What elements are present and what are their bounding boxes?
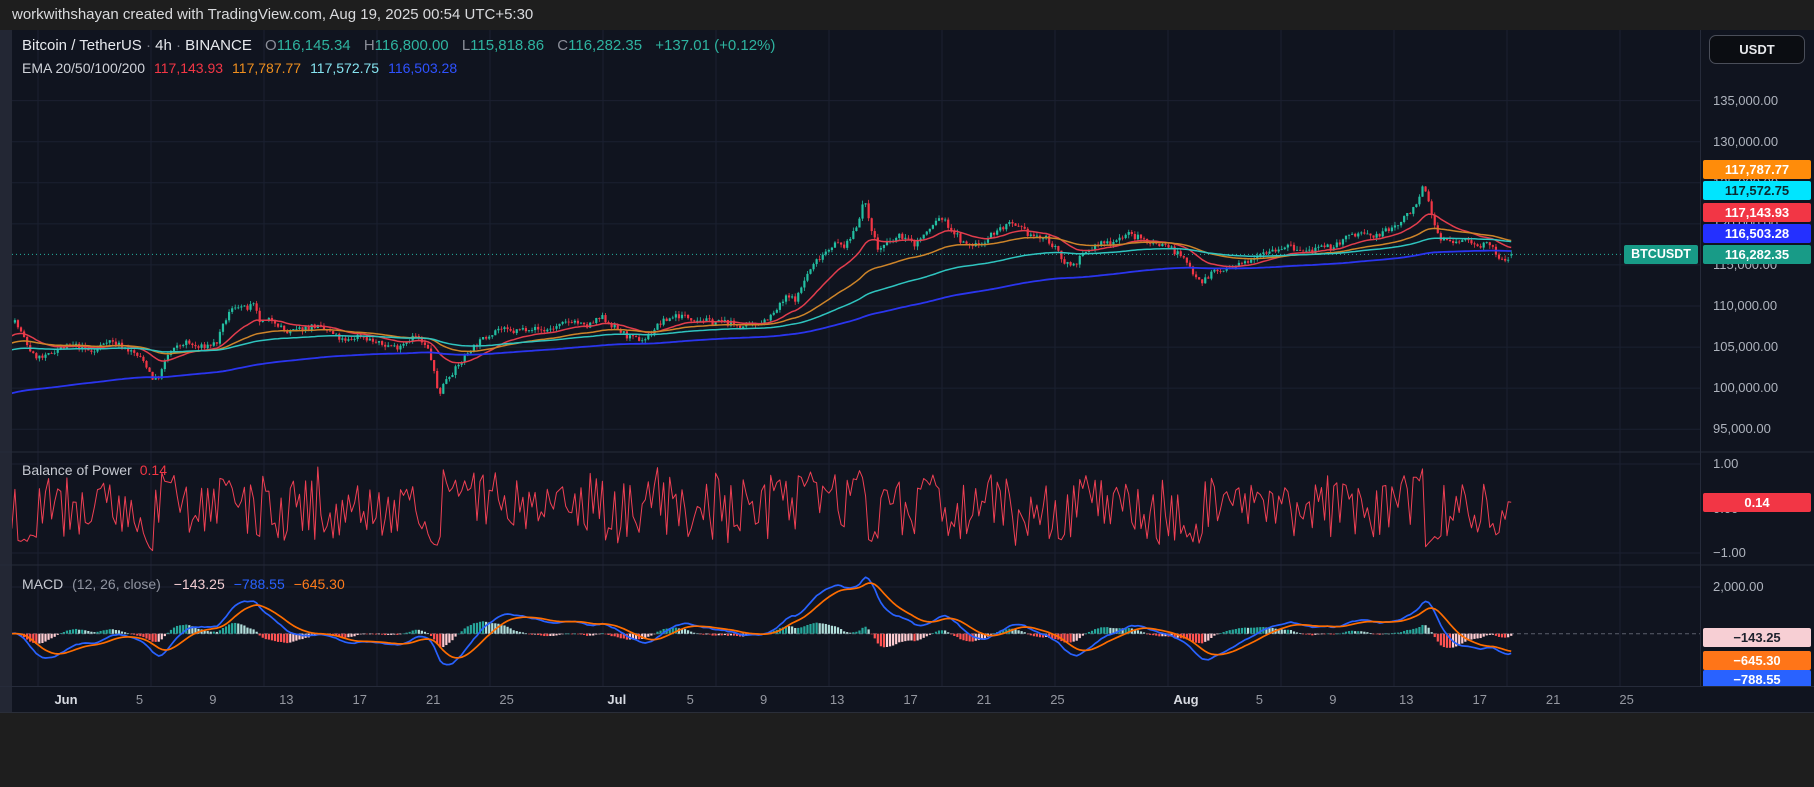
ema50-line bbox=[12, 227, 1512, 355]
time-tick[interactable]: 25 bbox=[1619, 692, 1634, 707]
macd-values: −143.25 −788.55 −645.30 bbox=[165, 576, 345, 592]
ema-status-value: 117,572.75 bbox=[310, 60, 380, 76]
ema200-line bbox=[12, 249, 1512, 395]
macd-value-badge: −645.30 bbox=[1703, 650, 1811, 670]
ema-price-badge: 117,143.93 bbox=[1703, 202, 1811, 222]
time-tick-month[interactable]: Jun bbox=[54, 692, 78, 707]
time-tick[interactable]: 17 bbox=[1472, 692, 1487, 707]
ema-status-value: 117,143.93 bbox=[154, 60, 224, 76]
time-tick[interactable]: 21 bbox=[425, 692, 441, 707]
time-tick[interactable]: 13 bbox=[279, 692, 294, 707]
interval-label[interactable]: 4h bbox=[155, 37, 172, 54]
time-tick[interactable]: 17 bbox=[903, 692, 918, 707]
time-tick[interactable]: 5 bbox=[1255, 692, 1264, 707]
macd-signal-line bbox=[12, 582, 1512, 659]
bop-line bbox=[12, 466, 1512, 552]
macd-value-badge: −143.25 bbox=[1703, 627, 1811, 647]
time-tick[interactable]: 13 bbox=[1399, 692, 1414, 707]
ema-indicator-label[interactable]: EMA 20/50/100/200 bbox=[22, 60, 145, 76]
macd-params: (12, 26, close) bbox=[72, 576, 161, 592]
bop-axis-label: −1.00 bbox=[1713, 545, 1746, 560]
time-tick[interactable]: 21 bbox=[1545, 692, 1561, 707]
ema100-line bbox=[12, 237, 1512, 353]
change-value: +137.01 (+0.12%) bbox=[655, 37, 776, 54]
time-tick[interactable]: 13 bbox=[829, 692, 845, 707]
ema-price-badge: 117,572.75 bbox=[1703, 181, 1811, 200]
macd-axis-label: 2,000.00 bbox=[1713, 579, 1764, 595]
ema-price-badge: 116,503.28 bbox=[1703, 223, 1811, 243]
ema20-line bbox=[12, 213, 1512, 364]
logo-bar: TradingView bbox=[0, 712, 1814, 787]
left-toolbar-strip bbox=[0, 30, 12, 712]
low-label: L bbox=[461, 37, 471, 54]
high-value: 116,800.00 bbox=[374, 37, 449, 54]
macd-panel bbox=[12, 576, 1700, 666]
time-axis[interactable]: Jun 5 9 13 17 21 25 Jul 5 9 13 17 21 25 Aug 5 9 13 17 21 25 bbox=[0, 686, 1814, 713]
bop-indicator-label[interactable]: Balance of Power bbox=[22, 462, 132, 478]
ema-status-line: EMA 20/50/100/200 117,143.93 117,787.77 117… bbox=[22, 60, 475, 76]
bop-status-line: Balance of Power 0.14 bbox=[22, 462, 167, 478]
macd-indicator-label[interactable]: MACD bbox=[22, 576, 64, 592]
time-tick[interactable]: 5 bbox=[135, 692, 144, 707]
ema-status-value: 116,503.28 bbox=[388, 60, 458, 76]
currency-toggle-button[interactable]: USDT bbox=[1709, 35, 1805, 64]
time-tick-month[interactable]: Aug bbox=[1173, 692, 1199, 707]
macd-status-line: MACD (12, 26, close) −143.25 −788.55 −645.… bbox=[22, 576, 345, 592]
symbol-title[interactable]: Bitcoin / TetherUS bbox=[22, 37, 142, 54]
close-label: C bbox=[557, 37, 569, 54]
price-axis-label: 95,000.00 bbox=[1713, 421, 1771, 437]
bop-value-badge: 0.14 bbox=[1703, 492, 1811, 512]
candles-layer bbox=[13, 185, 1513, 397]
time-tick[interactable]: 9 bbox=[209, 692, 217, 707]
exchange-label[interactable]: BINANCE bbox=[185, 37, 252, 54]
time-tick[interactable]: 25 bbox=[499, 692, 514, 707]
bop-value: 0.14 bbox=[139, 462, 167, 478]
time-tick[interactable]: 9 bbox=[760, 692, 768, 707]
price-axis-label: 135,000.00 bbox=[1713, 92, 1779, 108]
price-panel bbox=[12, 185, 1700, 397]
low-value: 115,818.86 bbox=[470, 37, 545, 54]
ema-status-value: 117,787.77 bbox=[232, 60, 302, 76]
open-value: 116,145.34 bbox=[276, 37, 351, 54]
last-price-badge: 116,282.35 bbox=[1703, 244, 1811, 264]
bop-axis-label: 1.00 bbox=[1713, 456, 1739, 471]
macd-status-value: −645.30 bbox=[293, 576, 345, 592]
price-axis-label: 110,000.00 bbox=[1713, 297, 1778, 313]
attribution-text: workwithshayan created with TradingView.… bbox=[12, 6, 534, 23]
macd-value-badge: −788.55 bbox=[1703, 669, 1811, 686]
open-label: O bbox=[265, 37, 277, 54]
time-tick[interactable]: 5 bbox=[686, 692, 694, 707]
time-tick[interactable]: 9 bbox=[1329, 692, 1337, 707]
macd-status-value: −143.25 bbox=[173, 576, 225, 592]
price-axis-label: 105,000.00 bbox=[1713, 339, 1779, 355]
gridlines bbox=[0, 30, 1814, 686]
time-tick[interactable]: 17 bbox=[352, 692, 367, 707]
price-scale[interactable]: 135,000.00130,000.00125,000.00120,000.00… bbox=[1700, 30, 1814, 686]
symbol-status-line: Bitcoin / TetherUS · 4h · BINANCE O116,1… bbox=[22, 37, 776, 54]
time-tick-month[interactable]: Jul bbox=[607, 692, 627, 707]
macd-status-value: −788.55 bbox=[233, 576, 285, 592]
close-value: 116,282.35 bbox=[568, 37, 643, 54]
pair-price-label: BTCUSDT bbox=[1624, 244, 1698, 264]
price-axis-label: 130,000.00 bbox=[1713, 133, 1779, 149]
ema-values: 117,143.93 117,787.77 117,572.75 116,503.28 bbox=[154, 60, 466, 76]
attribution-bar: workwithshayan created with TradingView.… bbox=[0, 0, 1814, 30]
time-tick[interactable]: 21 bbox=[976, 692, 992, 707]
bop-panel bbox=[12, 466, 1512, 552]
high-label: H bbox=[363, 37, 375, 54]
time-tick[interactable]: 25 bbox=[1050, 692, 1065, 707]
ema-price-badge: 117,787.77 bbox=[1703, 159, 1811, 179]
price-axis-label: 100,000.00 bbox=[1713, 380, 1779, 396]
